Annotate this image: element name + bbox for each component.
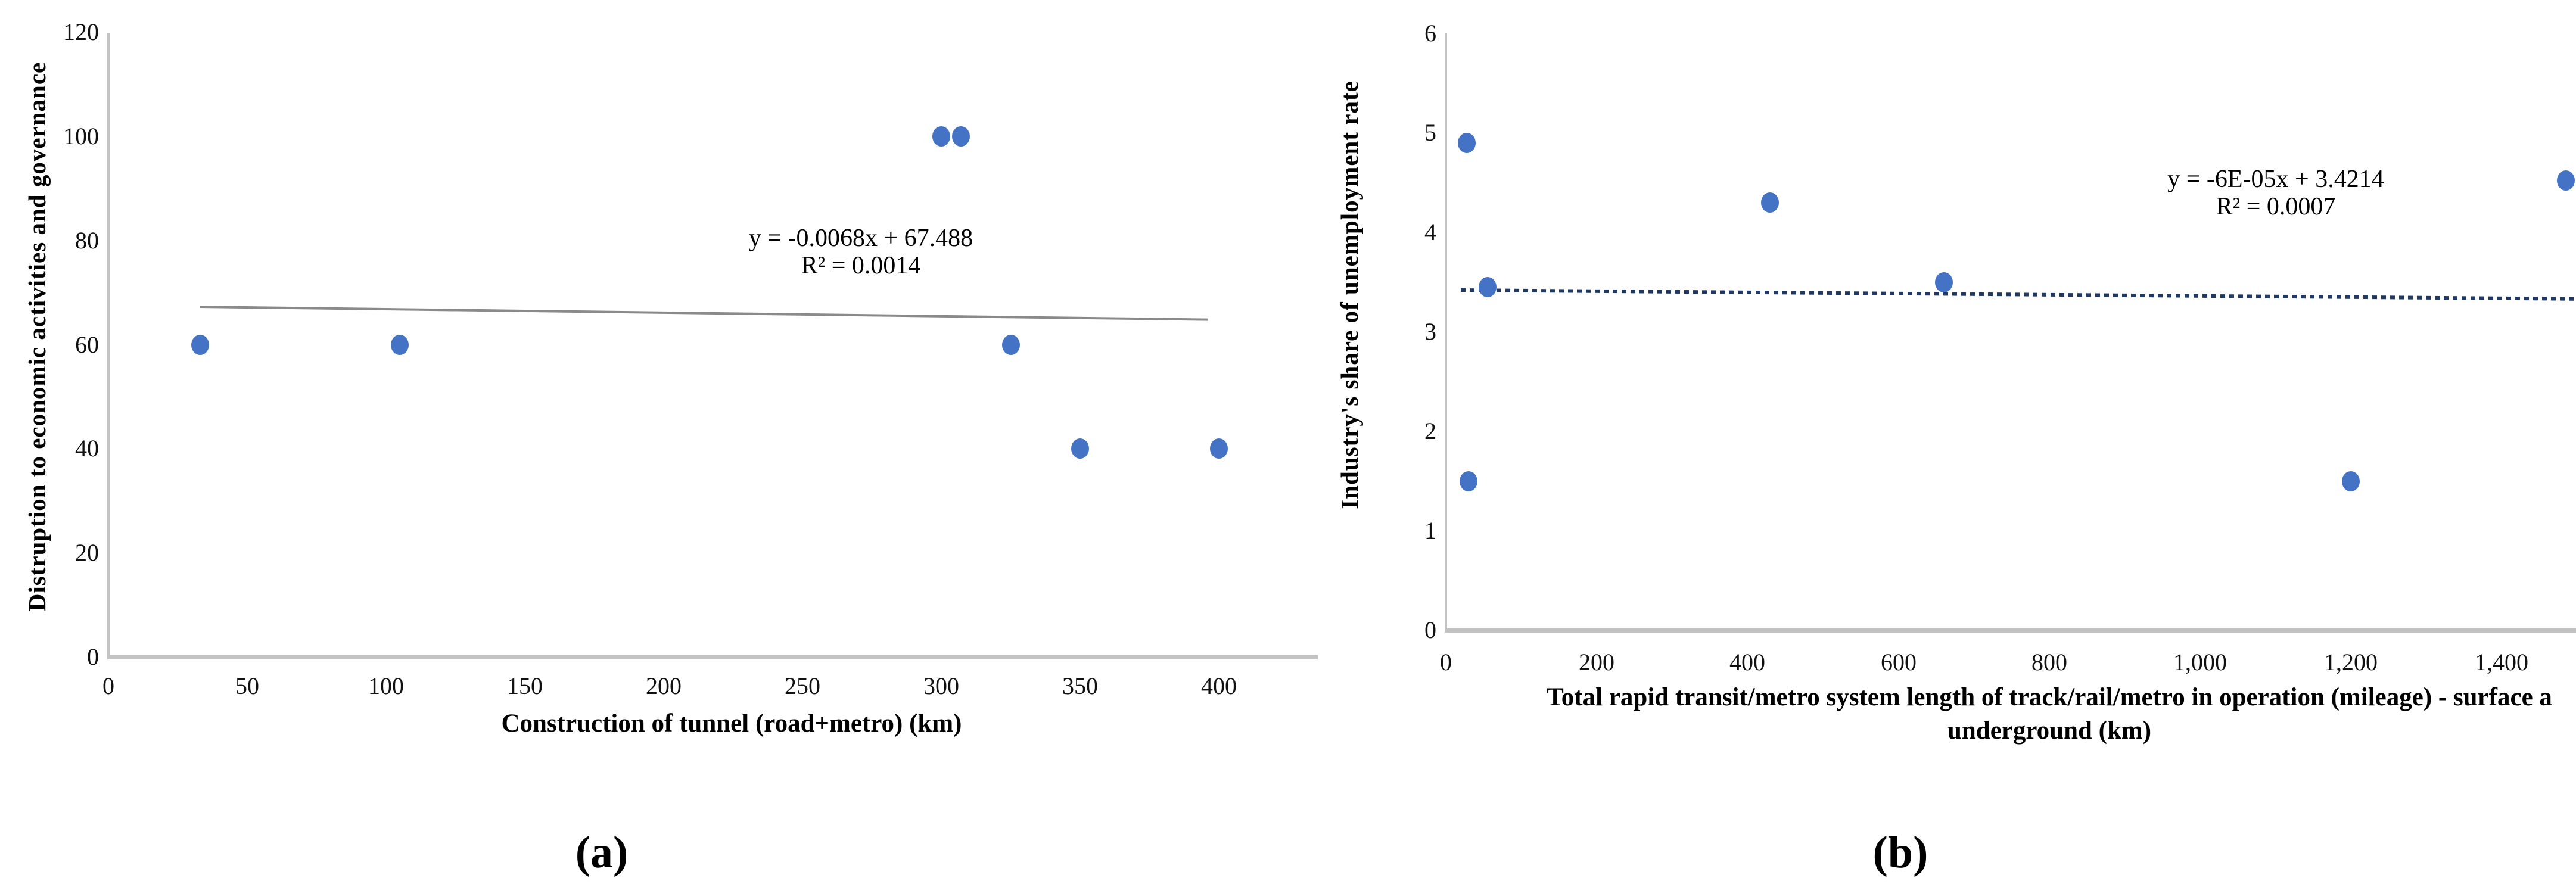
data-point [1935,272,1953,292]
x-tick-label: 800 [2031,649,2067,676]
data-point [2557,170,2575,191]
x-tick-label: 1,000 [2173,649,2227,676]
x-axis-line [1445,628,2576,633]
y-tick-label: 5 [1424,119,1436,146]
data-point [1458,133,1476,153]
x-tick-label: 300 [923,673,959,699]
x-tick-label: 600 [1881,649,1917,676]
x-tick-label: 400 [1201,673,1237,699]
x-tick-label: 400 [1729,649,1765,676]
panel-label-a: (a) [575,827,629,877]
y-tick-label: 20 [75,539,99,566]
x-tick-label: 1,200 [2324,649,2378,676]
r-squared-label: R² = 0.0007 [2216,193,2336,220]
y-tick-label: 80 [75,227,99,254]
trendline-annotation: y = -6E-05x + 3.4214 R² = 0.0007 [2167,166,2384,220]
y-tick-label: 4 [1424,219,1436,245]
y-tick-label: 3 [1424,318,1436,345]
data-point [1002,335,1020,355]
x-axis-line [107,655,1318,659]
x-tick-label: 150 [507,673,543,699]
data-point [1460,471,1477,491]
x-tick-label: 350 [1062,673,1098,699]
x-tick-label: 50 [235,673,259,699]
x-tick-label: 0 [1440,649,1452,676]
y-tick-label: 6 [1424,20,1436,46]
x-tick-label: 1,400 [2475,649,2528,676]
y-tick-label: 120 [63,18,99,45]
x-tick-label: 250 [785,673,820,699]
x-axis-title: Construction of tunnel (road+metro) (km) [501,709,962,737]
y-tick-label: 100 [63,123,99,150]
x-tick-label: 200 [646,673,682,699]
x-axis-title: Total rapid transit/metro system length … [1547,683,2552,711]
x-tick-label: 100 [368,673,404,699]
data-point [1071,438,1089,459]
x-tick-label: 200 [1579,649,1614,676]
data-point [2342,471,2360,491]
y-tick-label: 40 [75,435,99,462]
data-point [391,335,409,355]
data-point [191,335,209,355]
x-axis-title: underground (km) [1947,717,2152,745]
y-tick-label: 1 [1424,517,1436,544]
trendline-annotation: y = -0.0068x + 67.488 R² = 0.0014 [749,225,973,279]
x-tick-label: 0 [102,673,114,699]
data-point [932,126,950,147]
panel-label-b: (b) [1872,827,1928,877]
y-axis-line [1445,33,1447,630]
y-tick-label: 0 [1424,617,1436,643]
y-tick-label: 60 [75,331,99,358]
trendline [1460,288,2576,301]
data-point [1479,277,1497,297]
y-axis-line [107,33,110,657]
r-squared-label: R² = 0.0014 [801,252,921,279]
data-point [952,126,970,147]
y-axis-title: Industry's share of unemployment rate [1336,80,1363,509]
trendline-equation: y = -6E-05x + 3.4214 [2167,166,2384,193]
data-point [1210,438,1228,459]
trendline-equation: y = -0.0068x + 67.488 [748,225,973,252]
y-tick-label: 2 [1424,418,1436,444]
data-point [1761,192,1779,213]
y-tick-label: 0 [87,643,99,670]
